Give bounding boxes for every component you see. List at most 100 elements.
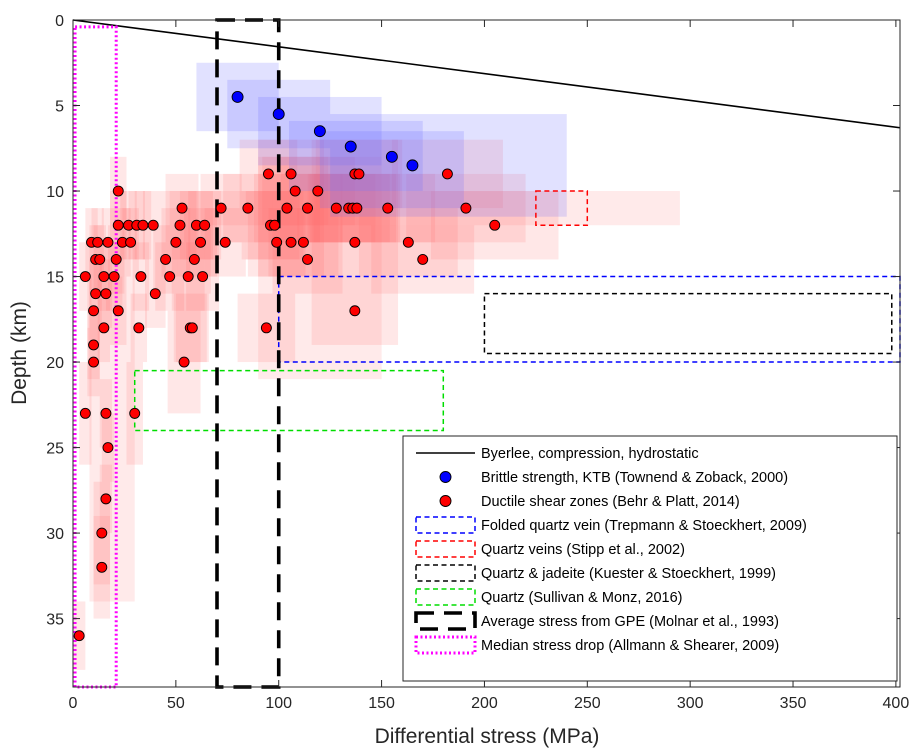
ductile-point	[112, 185, 124, 197]
ductile-point	[197, 271, 209, 282]
ductile-point	[349, 236, 361, 248]
y-tick-label: 20	[46, 355, 64, 372]
legend-entry-jadeite: Quartz & jadeite (Kuester & Stoeckhert, …	[415, 564, 776, 582]
ductile-point	[98, 271, 110, 282]
ductile-point	[312, 185, 324, 197]
ductile-point	[281, 202, 293, 214]
ductile-point	[285, 168, 297, 180]
ductile-point	[460, 202, 472, 214]
ductile-point	[182, 271, 194, 282]
ductile-point	[90, 288, 102, 300]
ktb-point	[231, 91, 244, 103]
ductile-point	[102, 236, 114, 248]
ductile-point	[133, 322, 145, 334]
legend-label: Folded quartz vein (Trepmann & Stoeckher…	[481, 518, 807, 534]
ductile-point	[402, 236, 414, 248]
ktb-point	[313, 125, 326, 138]
legend-label: Byerlee, compression, hydrostatic	[481, 446, 699, 462]
y-tick-label: 35	[46, 612, 64, 629]
x-tick-label: 400	[883, 695, 910, 712]
byerlee-line-layer	[72, 19, 901, 129]
ductile-point	[441, 168, 453, 180]
ductile-point	[100, 493, 112, 505]
legend-label: Quartz (Sullivan & Monz, 2016)	[481, 590, 682, 606]
ktb-point	[344, 140, 357, 153]
ductile-point	[271, 236, 283, 248]
ductile-point	[92, 236, 104, 248]
ductile-point	[170, 236, 182, 248]
ktb-error-boxes	[196, 62, 567, 217]
ductile-point	[174, 219, 186, 231]
ductile-point	[94, 253, 106, 265]
ktb-point	[385, 150, 398, 163]
ductile-point	[147, 219, 159, 231]
ductile-point	[137, 219, 149, 231]
ductile-point	[186, 322, 198, 334]
ductile-point	[112, 219, 124, 231]
ductile-error-box	[89, 276, 135, 602]
legend-marker-symbol	[439, 471, 452, 483]
y-axis-label: Depth (km)	[8, 301, 31, 405]
y-tick-label: 30	[46, 526, 64, 543]
ductile-point	[176, 202, 188, 214]
ductile-point	[215, 202, 227, 214]
ductile-point	[100, 288, 112, 300]
ductile-point	[129, 407, 141, 419]
legend-entry-byerlee: Byerlee, compression, hydrostatic	[416, 446, 699, 462]
ktb-error-box	[289, 120, 423, 192]
legend-box-symbol	[414, 611, 477, 631]
x-tick-label: 150	[368, 695, 395, 712]
legend-box-symbol	[414, 635, 477, 655]
ductile-point	[98, 322, 110, 334]
plot-frame	[72, 19, 901, 688]
ductile-point	[489, 219, 501, 231]
ductile-point	[160, 253, 172, 265]
jadeite-box	[483, 292, 893, 355]
ductile-point	[149, 288, 161, 300]
x-tick-label: 100	[265, 695, 292, 712]
legend-box-symbol	[415, 516, 476, 534]
legend-box-symbol	[415, 564, 476, 582]
data-points	[73, 91, 501, 642]
ductile-point	[285, 236, 297, 248]
x-tick-label: 350	[780, 695, 807, 712]
x-tick-label: 250	[574, 695, 601, 712]
ductile-point	[302, 202, 313, 214]
stipp-box	[535, 190, 589, 226]
sullivan-box	[133, 369, 445, 432]
ductile-point	[164, 271, 176, 282]
legend-label: Ductile shear zones (Behr & Platt, 2014)	[481, 494, 740, 510]
y-tick-label: 0	[55, 13, 64, 30]
ductile-point	[102, 442, 114, 454]
ductile-point	[188, 253, 200, 265]
x-tick-label: 0	[69, 695, 78, 712]
ductile-point	[73, 630, 85, 642]
ductile-point	[96, 527, 108, 539]
legend-label: Quartz & jadeite (Kuester & Stoeckhert, …	[481, 566, 776, 582]
axis-ticks: 0 50 100 150 200 250 300 350 400 0 5 10 15 20 25 30 35	[46, 13, 909, 712]
ductile-point	[88, 305, 100, 317]
legend-box-symbol	[415, 540, 476, 558]
y-tick-label: 10	[46, 184, 64, 201]
legend-label: Quartz veins (Stipp et al., 2002)	[481, 542, 685, 558]
ductile-point	[289, 185, 301, 197]
ductile-point	[108, 271, 120, 282]
ktb-error-box	[330, 114, 567, 217]
legend-box	[402, 435, 898, 682]
legend-entry-stipp: Quartz veins (Stipp et al., 2002)	[415, 540, 685, 558]
ductile-point	[349, 305, 361, 317]
legend-marker-symbol	[439, 495, 452, 507]
y-tick-label: 25	[46, 441, 64, 458]
y-tick-label: 5	[55, 99, 64, 116]
ductile-point	[302, 253, 313, 265]
ductile-point	[125, 236, 137, 248]
legend-entry-ductile: Ductile shear zones (Behr & Platt, 2014)	[439, 494, 740, 510]
ductile-point	[112, 305, 124, 317]
ductile-point	[79, 271, 91, 282]
ductile-point	[110, 253, 122, 265]
legend-entry-stressdrop: Median stress drop (Allmann & Shearer, 2…	[414, 635, 779, 655]
legend-box-symbol	[415, 588, 476, 606]
x-tick-label: 300	[677, 695, 704, 712]
ductile-point	[178, 356, 190, 368]
